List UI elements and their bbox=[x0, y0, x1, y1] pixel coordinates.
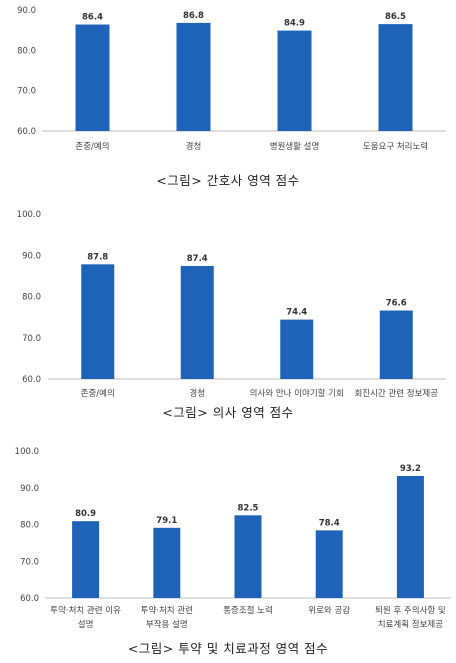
treatment-bar bbox=[396, 475, 424, 598]
doctor-chart-panel: 60.0 70.0 80.0 90.0 100.0 87.8 존중/예의 87.4 경청 74.4… bbox=[17, 210, 446, 420]
treatment-bar bbox=[153, 527, 181, 598]
treatment-value-label: 80.9 bbox=[75, 509, 96, 519]
nurse-value-label: 84.9 bbox=[284, 19, 305, 29]
doctor-y-tick-label: 70.0 bbox=[22, 334, 41, 344]
nurse-category-label: 경청 bbox=[186, 141, 202, 152]
nurse-y-tick-label: 70.0 bbox=[17, 87, 36, 97]
doctor-value-label: 76.6 bbox=[386, 299, 407, 309]
nurse-bar bbox=[277, 30, 312, 131]
treatment-category-label: 위로와 공감 bbox=[308, 605, 350, 616]
treatment-value-label: 93.2 bbox=[400, 464, 421, 474]
nurse-chart-caption: <그림> 간호사 영역 점수 bbox=[156, 173, 300, 188]
doctor-category-label: 존중/예의 bbox=[81, 388, 115, 399]
treatment-y-tick-label: 80.0 bbox=[20, 521, 39, 531]
treatment-y-tick-label: 60.0 bbox=[20, 594, 39, 604]
treatment-value-label: 78.4 bbox=[319, 518, 340, 528]
treatment-y-tick-label: 90.0 bbox=[20, 484, 39, 494]
doctor-category-label: 회진시간 관련 정보제공 bbox=[354, 388, 438, 399]
doctor-category-label: 경청 bbox=[189, 388, 205, 399]
doctor-bar bbox=[280, 319, 314, 379]
nurse-y-tick-label: 80.0 bbox=[17, 46, 36, 56]
doctor-value-label: 87.4 bbox=[187, 254, 208, 264]
doctor-score-chart: 60.0 70.0 80.0 90.0 100.0 87.8 존중/예의 87.4 경청 74.4… bbox=[17, 210, 446, 399]
doctor-bar bbox=[180, 265, 214, 379]
treatment-y-tick-label: 100.0 bbox=[15, 447, 39, 457]
treatment-category-label: 통증조절 노력 bbox=[223, 605, 273, 616]
treatment-category-label: 퇴원 후 주의사항 및 bbox=[375, 605, 446, 616]
doctor-value-label: 87.8 bbox=[87, 252, 108, 262]
treatment-bar bbox=[315, 530, 343, 598]
treatment-value-label: 79.1 bbox=[156, 516, 177, 526]
treatment-category-label: 설명 bbox=[78, 619, 94, 630]
nurse-value-label: 86.8 bbox=[183, 11, 204, 21]
treatment-category-label: 치료계획 정보제공 bbox=[378, 619, 443, 630]
nurse-category-label: 병원생활 설명 bbox=[270, 141, 320, 152]
doctor-y-tick-label: 90.0 bbox=[22, 251, 41, 261]
nurse-value-label: 86.5 bbox=[385, 12, 406, 22]
nurse-category-label: 존중/예의 bbox=[75, 141, 109, 152]
nurse-bar bbox=[176, 22, 211, 132]
treatment-y-tick-label: 70.0 bbox=[20, 557, 39, 567]
nurse-category-label: 도움요구 처리노력 bbox=[363, 141, 428, 152]
treatment-category-label: 투약·처치 관련 bbox=[141, 605, 193, 616]
doctor-value-label: 74.4 bbox=[286, 308, 307, 318]
nurse-bar bbox=[378, 24, 413, 131]
doctor-bar bbox=[81, 264, 115, 379]
nurse-bar bbox=[75, 24, 110, 131]
nurse-y-tick-label: 90.0 bbox=[17, 6, 36, 16]
nurse-value-label: 86.4 bbox=[82, 13, 103, 23]
doctor-y-tick-label: 100.0 bbox=[17, 210, 41, 220]
nurse-y-tick-label: 60.0 bbox=[17, 127, 36, 137]
doctor-chart-caption: <그림> 의사 영역 점수 bbox=[162, 405, 294, 420]
doctor-y-tick-label: 60.0 bbox=[22, 375, 41, 385]
doctor-category-label: 의사와 만나 이야기할 기회 bbox=[250, 388, 344, 399]
doctor-bar bbox=[379, 310, 413, 379]
treatment-category-label: 부작용 설명 bbox=[146, 619, 188, 630]
treatment-category-label: 투약·처치 관련 이유 bbox=[50, 605, 121, 616]
treatment-value-label: 82.5 bbox=[238, 503, 259, 513]
doctor-y-tick-label: 80.0 bbox=[22, 293, 41, 303]
nurse-chart-panel: 60.0 70.0 80.0 90.0 86.4 존중/예의 86.8 경청 84.9 병원생활 … bbox=[0, 0, 456, 200]
treatment-chart-caption: <그림> 투약 및 치료과정 영역 점수 bbox=[127, 641, 329, 656]
treatment-bar bbox=[234, 515, 262, 598]
nurse-score-chart: 60.0 70.0 80.0 90.0 86.4 존중/예의 86.8 경청 84.9 병원생활 … bbox=[17, 6, 446, 152]
treatment-bar bbox=[72, 521, 100, 598]
